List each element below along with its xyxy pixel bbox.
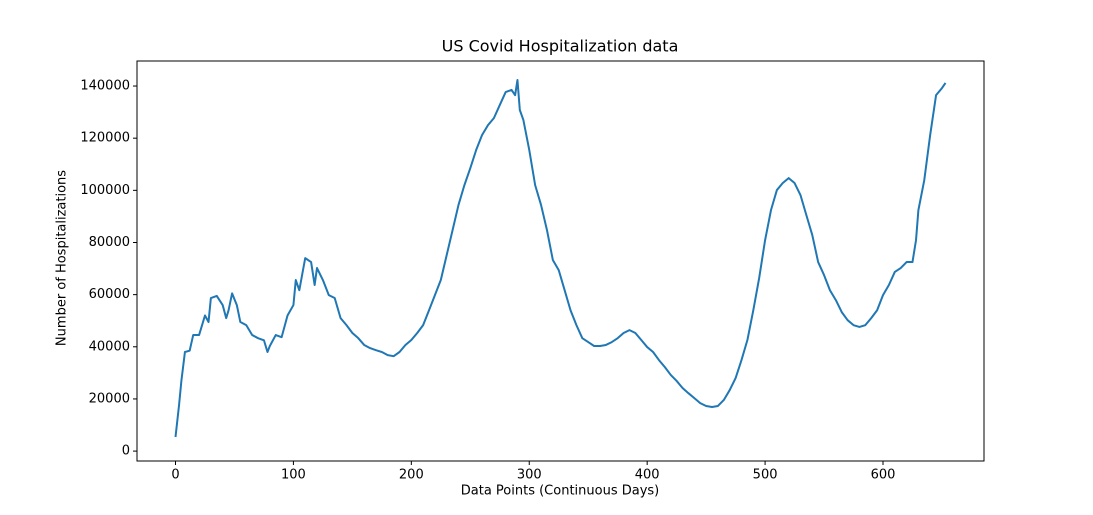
x-tick-label: 0 [171, 468, 179, 483]
x-tick-label: 600 [871, 468, 896, 483]
x-axis-label: Data Points (Continuous Days) [461, 484, 660, 499]
x-tick-label: 100 [281, 468, 306, 483]
y-tick-label: 80000 [89, 235, 130, 250]
x-tick-label: 400 [635, 468, 660, 483]
x-tick-label: 500 [753, 468, 778, 483]
y-tick-label: 140000 [80, 79, 130, 94]
y-axis-label: Number of Hospitalizations [55, 170, 70, 346]
y-tick-label: 120000 [80, 131, 130, 146]
x-tick-label: 200 [399, 468, 424, 483]
y-tick-label: 40000 [89, 339, 130, 354]
plot-frame [136, 60, 985, 462]
y-tick-label: 20000 [89, 391, 130, 406]
chart-title: US Covid Hospitalization data [442, 37, 679, 56]
x-tick-label: 300 [517, 468, 542, 483]
data-line [174, 79, 947, 438]
y-tick-label: 100000 [80, 183, 130, 198]
y-tick-label: 60000 [89, 287, 130, 302]
y-tick-label: 0 [122, 444, 130, 459]
